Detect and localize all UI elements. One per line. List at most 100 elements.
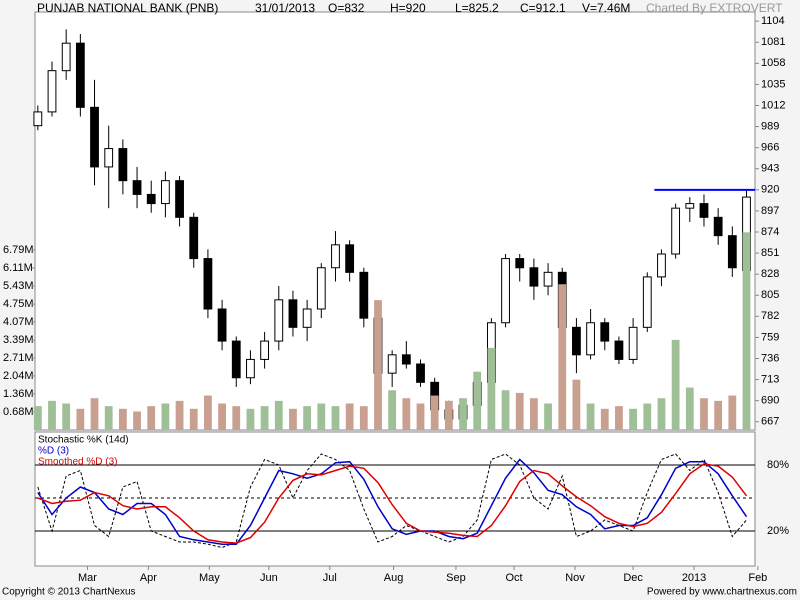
candle-body: [302, 308, 312, 328]
volume-bar: [657, 398, 666, 430]
y-tick-label: 920: [761, 184, 779, 196]
candle-body: [104, 148, 114, 168]
stochastic-line: [37, 453, 747, 549]
y-tick-label: 690: [761, 395, 779, 407]
volume-bar: [62, 403, 71, 430]
volume-bar: [331, 406, 340, 430]
candle-body: [33, 111, 43, 127]
x-tick-label: Feb: [748, 572, 767, 584]
candle-body: [572, 326, 581, 356]
title: PUNJAB NATIONAL BANK (PNB): [37, 1, 218, 15]
volume-bar: [402, 398, 411, 430]
y-tick-label: 1104: [761, 15, 785, 27]
volume-bar: [218, 403, 226, 430]
volume-bar: [204, 395, 212, 430]
candle-body: [217, 308, 227, 342]
y-tick-label: 1081: [761, 36, 785, 48]
volume-bar: [629, 408, 638, 430]
close: C=912.1: [520, 1, 566, 15]
candle-body: [614, 340, 624, 360]
candle-body: [713, 216, 723, 237]
volume-bar: [104, 406, 113, 430]
y-tick-label: 20%: [767, 525, 789, 537]
candle-body: [671, 207, 681, 255]
candle-body: [274, 299, 284, 342]
volume-bar: [742, 232, 751, 430]
candle-body: [90, 106, 99, 168]
candle-body: [529, 267, 539, 287]
y-tick-label: 805: [761, 289, 779, 301]
credit: Charted By EXTROVERT: [646, 1, 783, 15]
volume-tick-label: 4.07M: [3, 316, 34, 328]
stochastic-line: [37, 463, 748, 544]
volume-bar: [388, 390, 397, 430]
x-tick-label: Jul: [323, 572, 337, 584]
candle-body: [699, 203, 709, 218]
candle-body: [260, 340, 270, 360]
y-tick-label: 966: [761, 142, 779, 154]
legend-entry: Stochastic %K (14d): [38, 435, 129, 446]
volume: V=7.46M: [582, 1, 630, 15]
volume-bar: [317, 403, 326, 430]
candle-body: [246, 358, 255, 379]
volume-bar: [643, 403, 652, 430]
volume-bar: [90, 398, 99, 430]
open: O=832: [328, 1, 365, 15]
volume-bar: [671, 339, 680, 430]
candle-body: [231, 340, 241, 379]
volume-tick-label: 1.36M: [3, 388, 34, 400]
volume-bar: [558, 284, 567, 430]
candle-body: [628, 326, 638, 360]
volume-bar: [374, 300, 382, 430]
candle-body: [416, 363, 425, 383]
volume-tick-label: 0.68M: [3, 406, 34, 418]
legend-entry: %D (3): [38, 446, 69, 457]
volume-bar: [685, 387, 694, 430]
y-tick-label: 667: [761, 416, 779, 428]
candle-body: [288, 299, 298, 328]
volume-bar: [530, 398, 538, 430]
low: L=825.2: [455, 1, 499, 15]
candle-body: [316, 267, 326, 310]
volume-bar: [175, 400, 184, 430]
y-tick-label: 943: [761, 163, 779, 175]
candle-body: [501, 258, 510, 324]
volume-bar: [289, 408, 297, 430]
volume-bar: [459, 398, 467, 430]
volume-bar: [416, 403, 425, 430]
y-tick-label: 874: [761, 226, 779, 238]
volume-tick-label: 6.11M: [3, 262, 33, 274]
volume-bar: [48, 400, 56, 430]
volume-bar: [260, 406, 269, 430]
candle-body: [359, 271, 369, 319]
volume-bar: [700, 398, 708, 430]
x-tick-label: Jun: [260, 572, 278, 584]
volume-bar: [586, 403, 595, 430]
volume-bar: [501, 390, 510, 430]
volume-bar: [714, 400, 723, 430]
y-tick-label: 828: [761, 268, 779, 280]
x-tick-label: Sep: [446, 572, 466, 584]
volume-bar: [161, 403, 170, 430]
volume-bar: [246, 408, 255, 430]
candle-body: [160, 180, 170, 205]
volume-bar: [515, 392, 524, 430]
candle-body: [543, 271, 553, 287]
x-tick-label: Aug: [384, 572, 404, 584]
candle-body: [727, 235, 737, 269]
stochastic-panel: [34, 431, 756, 567]
candle-body: [600, 322, 610, 342]
y-tick-label: 897: [761, 205, 779, 217]
volume-bar: [147, 406, 156, 430]
y-tick-label: 713: [761, 373, 779, 385]
volume-bar: [473, 371, 482, 430]
volume-bar: [118, 408, 127, 430]
volume-bar: [359, 406, 368, 430]
y-tick-label: 736: [761, 352, 779, 364]
x-tick-label: Nov: [565, 572, 585, 584]
x-tick-label: Mar: [78, 572, 97, 584]
x-tick-label: May: [199, 572, 220, 584]
candle-body: [401, 354, 411, 365]
candle-body: [175, 180, 184, 218]
